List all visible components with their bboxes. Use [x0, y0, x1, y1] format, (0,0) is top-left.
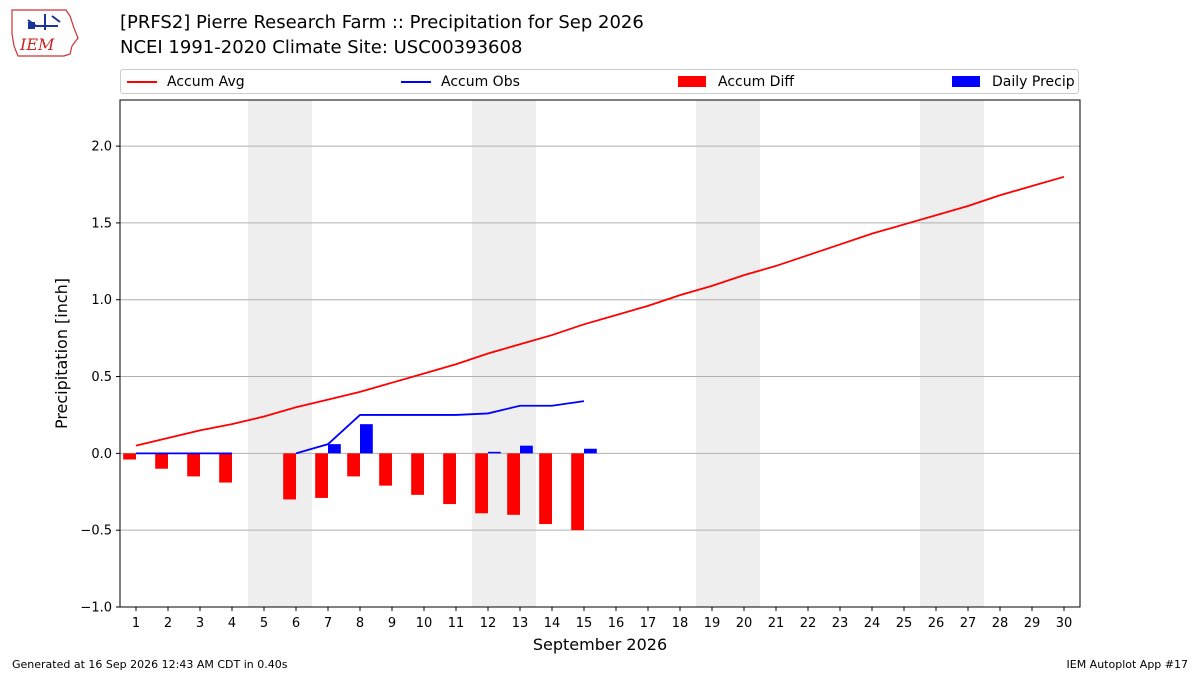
chart-legend: Accum Avg Accum Obs Accum Diff Daily Pre…: [120, 69, 1079, 94]
app-credit: IEM Autoplot App #17: [1066, 658, 1189, 671]
accum-diff-bar-day-15: [571, 453, 584, 531]
legend-swatch-daily-precip: [952, 76, 980, 87]
xtick-label-19: 19: [704, 616, 721, 631]
daily-precip-bar-day-7: [328, 444, 341, 454]
chart-title: [PRFS2] Pierre Research Farm :: Precipit…: [120, 12, 644, 33]
xtick-label-14: 14: [544, 616, 561, 631]
weather-station-icon: [27, 14, 61, 30]
daily-precip-bar-day-12: [488, 451, 501, 454]
ytick-label-2: 0.0: [91, 447, 112, 462]
xtick-label-18: 18: [672, 616, 689, 631]
xtick-label-29: 29: [1024, 616, 1041, 631]
xtick-label-8: 8: [356, 616, 364, 631]
y-axis-title: Precipitation [inch]: [52, 278, 71, 429]
weekend-band-3: [920, 100, 984, 607]
accum-diff-bar-day-1: [123, 453, 136, 460]
xtick-label-5: 5: [260, 616, 268, 631]
weekend-band-2: [696, 100, 760, 607]
weekend-band-0: [248, 100, 312, 607]
xtick-label-27: 27: [960, 616, 977, 631]
xtick-label-9: 9: [388, 616, 396, 631]
ytick-label-1: −0.5: [80, 524, 112, 539]
xtick-label-4: 4: [228, 616, 236, 631]
xtick-label-7: 7: [324, 616, 332, 631]
xtick-label-10: 10: [416, 616, 433, 631]
xtick-label-2: 2: [164, 616, 172, 631]
legend-label-daily-precip: Daily Precip: [992, 74, 1075, 90]
accum-obs-line-segment-1: [295, 400, 585, 455]
accum-diff-bar-day-6: [283, 453, 296, 500]
accum-diff-bar-day-14: [539, 453, 552, 525]
accum-diff-bar-day-3: [187, 453, 200, 477]
accum-diff-bar-day-2: [155, 453, 168, 469]
iem-logo: IEM: [11, 9, 79, 57]
xtick-label-28: 28: [992, 616, 1009, 631]
accum-diff-bar-day-7: [315, 453, 328, 498]
xtick-label-20: 20: [736, 616, 753, 631]
xtick-label-25: 25: [896, 616, 913, 631]
chart-subtitle: NCEI 1991-2020 Climate Site: USC00393608: [120, 37, 523, 58]
ytick-label-6: 2.0: [91, 140, 112, 155]
weekend-band-1: [472, 100, 536, 607]
xtick-label-15: 15: [576, 616, 593, 631]
daily-precip-bar-day-8: [360, 424, 373, 454]
xtick-label-17: 17: [640, 616, 657, 631]
legend-label-accum-avg: Accum Avg: [167, 74, 245, 90]
legend-swatch-accum-avg: [127, 81, 157, 83]
accum-diff-bar-day-13: [507, 453, 520, 515]
accum-diff-bar-day-12: [475, 453, 488, 514]
xtick-label-23: 23: [832, 616, 849, 631]
x-axis-title: September 2026: [533, 635, 667, 654]
accum-diff-bar-day-10: [411, 453, 424, 495]
xtick-label-3: 3: [196, 616, 204, 631]
xtick-label-24: 24: [864, 616, 881, 631]
accum-diff-bar-day-9: [379, 453, 392, 486]
iem-logo-text: IEM: [19, 35, 55, 54]
plot-frame: [119, 99, 1081, 608]
xtick-label-11: 11: [448, 616, 465, 631]
legend-label-accum-obs: Accum Obs: [441, 74, 520, 90]
accum-avg-line: [135, 175, 1065, 447]
xtick-label-26: 26: [928, 616, 945, 631]
xtick-label-16: 16: [608, 616, 625, 631]
ytick-label-3: 0.5: [91, 370, 112, 385]
ytick-label-5: 1.5: [91, 216, 112, 231]
xtick-label-21: 21: [768, 616, 785, 631]
legend-label-accum-diff: Accum Diff: [718, 74, 795, 90]
daily-precip-bar-day-13: [520, 445, 533, 454]
generated-timestamp: Generated at 16 Sep 2026 12:43 AM CDT in…: [12, 658, 288, 671]
accum-diff-bar-day-4: [219, 453, 232, 483]
xtick-label-13: 13: [512, 616, 529, 631]
xtick-label-6: 6: [292, 616, 300, 631]
xtick-label-1: 1: [132, 616, 140, 631]
legend-swatch-accum-obs: [401, 81, 431, 83]
xtick-label-30: 30: [1056, 616, 1073, 631]
iowa-state-outline: [11, 9, 79, 57]
daily-precip-bar-day-15: [584, 448, 597, 454]
legend-swatch-accum-diff: [678, 76, 706, 87]
accum-diff-bar-day-8: [347, 453, 360, 477]
xtick-label-12: 12: [480, 616, 497, 631]
xtick-label-22: 22: [800, 616, 817, 631]
ytick-label-4: 1.0: [91, 293, 112, 308]
ytick-label-0: −1.0: [80, 601, 112, 616]
accum-diff-bar-day-11: [443, 453, 456, 505]
